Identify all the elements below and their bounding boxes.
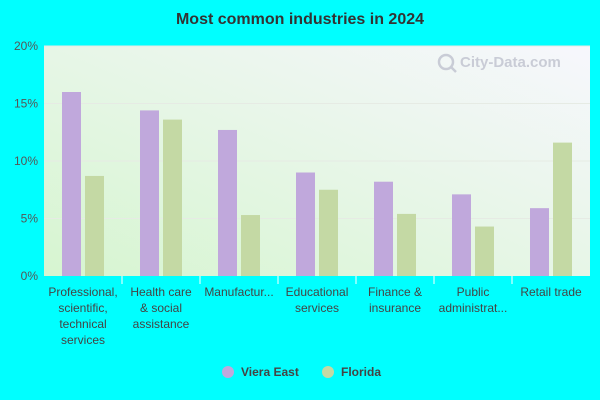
- watermark: City-Data.com: [437, 53, 561, 73]
- bar-viera-east: [62, 92, 81, 276]
- x-tick-label: Finance & insurance: [368, 285, 422, 315]
- y-axis-ticks: 0% 5% 10% 15% 20%: [14, 39, 38, 283]
- x-tick-label: Professional, scientific, technical service…: [48, 285, 117, 347]
- gridlines: [44, 45, 590, 219]
- bar-florida: [85, 175, 104, 276]
- legend-label: Florida: [341, 365, 381, 379]
- magnifier-handle: [450, 66, 457, 73]
- magnifier-icon: [437, 53, 455, 71]
- chart-title: Most common industries in 2024: [176, 11, 424, 28]
- bar-florida: [163, 119, 182, 276]
- bar-florida: [241, 215, 260, 276]
- x-tick-label: Public administrat...: [439, 285, 508, 315]
- bar-viera-east: [140, 110, 159, 277]
- x-tick-label: Retail trade: [520, 285, 582, 299]
- bar-viera-east: [530, 208, 549, 276]
- legend-swatch: [322, 366, 334, 378]
- y-tick-label: 5%: [21, 212, 39, 226]
- legend-swatch: [222, 366, 234, 378]
- bar-florida: [475, 226, 494, 276]
- bar-viera-east: [296, 172, 315, 276]
- bar-viera-east: [452, 194, 471, 276]
- x-tick-label: Educational services: [286, 285, 349, 315]
- y-tick-label: 15%: [14, 97, 38, 111]
- watermark-text: City-Data.com: [460, 54, 561, 71]
- bar-viera-east: [218, 129, 237, 276]
- bar-viera-east: [374, 181, 393, 276]
- y-tick-label: 10%: [14, 154, 38, 168]
- x-axis-labels: Professional, scientific, technical service…: [48, 276, 582, 347]
- bar-florida: [397, 213, 416, 276]
- y-tick-label: 0%: [21, 269, 39, 283]
- x-tick-label: Health care & social assistance: [130, 285, 192, 331]
- bar-florida: [553, 142, 572, 276]
- legend: Viera East Florida: [222, 365, 381, 379]
- x-tick-label: Manufactur...: [204, 285, 273, 299]
- y-tick-label: 20%: [14, 39, 38, 53]
- bars: [62, 92, 572, 277]
- bar-florida: [319, 189, 338, 276]
- legend-label: Viera East: [241, 365, 299, 379]
